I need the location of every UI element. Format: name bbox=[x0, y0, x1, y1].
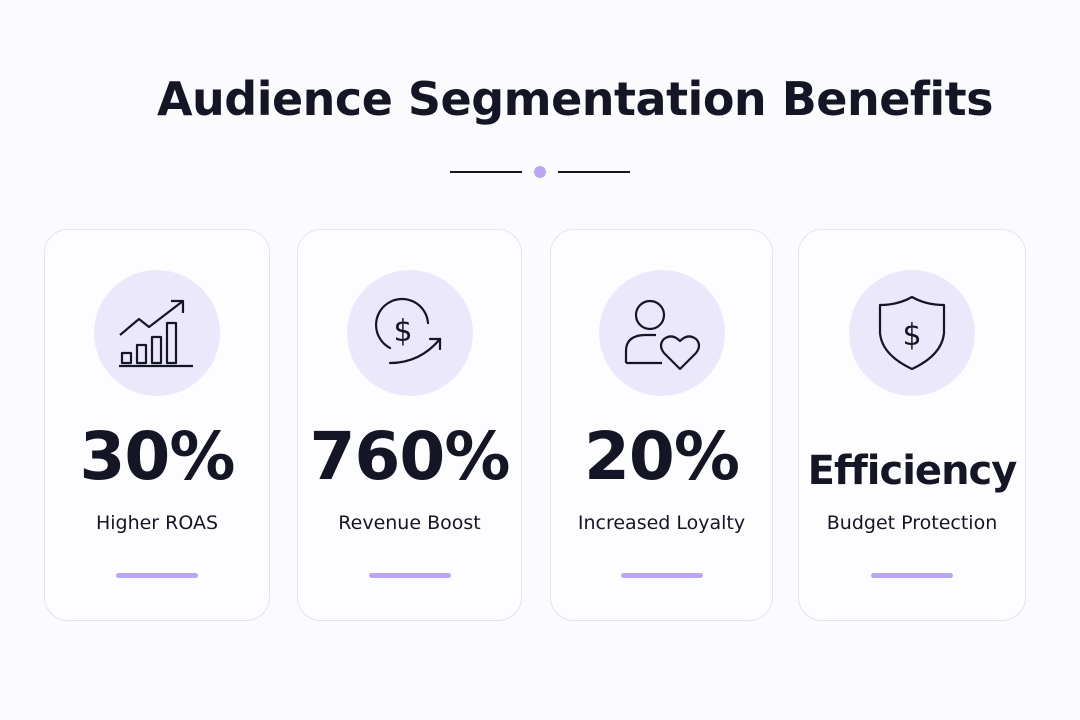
svg-text:$: $ bbox=[902, 318, 921, 353]
stat: 30% bbox=[79, 418, 236, 495]
icon: $ bbox=[346, 270, 473, 396]
accent-bar bbox=[116, 573, 198, 578]
stat: Efficiency bbox=[807, 448, 1018, 494]
title: Audience Segmentation Benefits bbox=[156, 72, 994, 126]
stat: 760% bbox=[309, 418, 511, 495]
label: Budget Protection bbox=[826, 512, 998, 534]
accent-bar bbox=[620, 573, 703, 578]
card: $ 760% Revenue Boost bbox=[297, 229, 522, 621]
label: Higher ROAS bbox=[95, 512, 219, 534]
accent-bar bbox=[368, 573, 451, 578]
accent-bar bbox=[871, 573, 953, 578]
svg-text:$: $ bbox=[393, 314, 412, 349]
icon bbox=[598, 270, 725, 396]
label: Increased Loyalty bbox=[577, 512, 746, 534]
icon bbox=[94, 270, 220, 396]
card: 30% Higher ROAS bbox=[44, 229, 270, 621]
card: 20% Increased Loyalty bbox=[550, 229, 773, 621]
icon: $ bbox=[849, 270, 975, 396]
divider bbox=[450, 166, 630, 178]
card: $ Efficiency Budget Protection bbox=[798, 229, 1026, 621]
label: Revenue Boost bbox=[338, 512, 481, 534]
stat: 20% bbox=[584, 418, 740, 495]
